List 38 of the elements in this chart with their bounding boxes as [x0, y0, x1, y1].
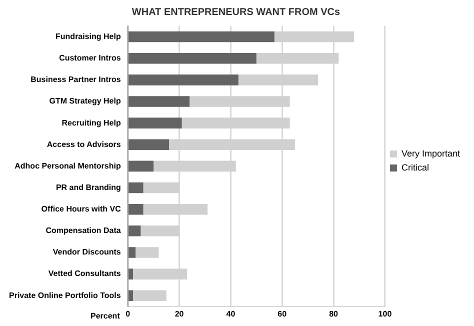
y-tick-label: Compensation Data [46, 226, 122, 236]
bar [128, 290, 134, 302]
x-tick-label: 40 [226, 309, 236, 318]
x-tick-label: 80 [329, 309, 339, 318]
y-tick-label: Fundraising Help [56, 32, 121, 41]
bar [128, 118, 182, 128]
x-tick-label: 0 [126, 309, 131, 318]
y-tick-label: Recruiting Help [62, 118, 121, 128]
y-tick-label: Vetted Consultants [48, 269, 122, 278]
bar [128, 204, 144, 215]
x-axis-title: Percent [90, 312, 120, 321]
bar [128, 226, 141, 236]
bar [128, 139, 169, 150]
bar [133, 290, 166, 302]
y-tick-label: GTM Strategy Help [49, 96, 121, 106]
y-tick-label: Private Online Portfolio Tools [8, 290, 122, 300]
y-tick-label: Office Hours with VC [41, 204, 122, 214]
y-tick-label: Adhoc Personal Mentorship [14, 161, 121, 170]
bar [136, 247, 159, 258]
x-tick-label: 20 [174, 309, 184, 318]
bar [128, 52, 256, 64]
x-tick-label: 60 [278, 309, 288, 318]
y-tick-label: Access to Advisors [46, 140, 122, 149]
legend-label: Very Important [401, 148, 460, 158]
bar [128, 268, 134, 280]
y-tick-label: Business Partner Intros [30, 75, 122, 84]
bar [128, 182, 144, 194]
legend-label: Critical [401, 162, 429, 172]
x-tick-label: 100 [378, 309, 392, 318]
y-tick-label: Customer Intros [59, 54, 122, 63]
y-tick-label: Vendor Discounts [52, 248, 122, 257]
bar [128, 31, 274, 42]
bar [128, 96, 190, 107]
bar [128, 74, 238, 86]
chart-title: WHAT ENTREPRENEURS WANT FROM VCs [132, 6, 341, 18]
y-tick-label: PR and Branding [56, 182, 121, 192]
bar [128, 247, 136, 258]
bar [128, 160, 154, 172]
